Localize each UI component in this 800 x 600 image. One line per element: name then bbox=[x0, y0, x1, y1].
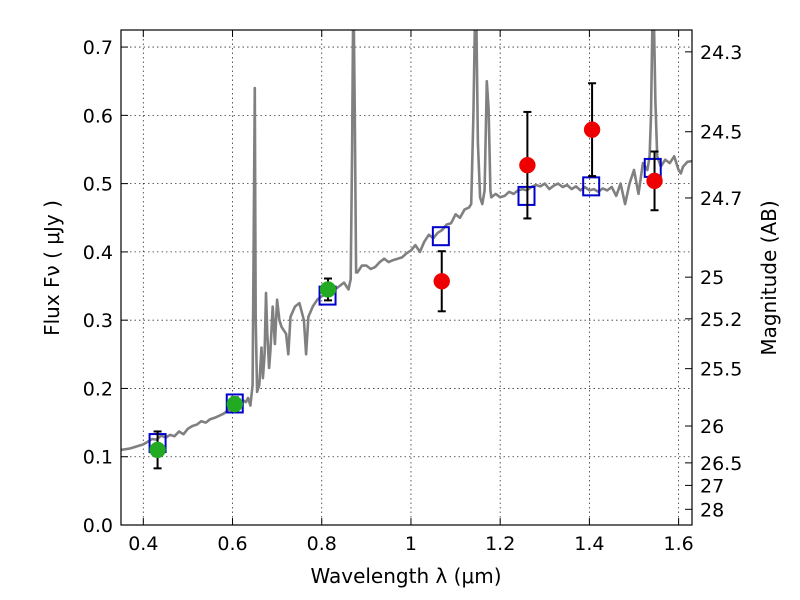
y-axis-label: Flux Fν ( μJy ) bbox=[40, 200, 64, 336]
observed-flux-point bbox=[433, 273, 450, 290]
observed-flux-point bbox=[583, 121, 601, 138]
x-tick-label: 0.8 bbox=[307, 533, 337, 555]
right-tick-label: 24.7 bbox=[700, 188, 742, 210]
model-photometry-marker bbox=[582, 176, 601, 197]
observed-flux-point bbox=[646, 172, 663, 190]
observed-flux-point bbox=[149, 441, 166, 459]
axes: 0.4 0.6 0.8 1 1.2 1.4 1.6 0.0 0.1 0.2 0.3 0.4 0.5 0.6… bbox=[83, 29, 742, 555]
y-tick-label: 0.5 bbox=[83, 174, 113, 196]
y-tick-label: 0.0 bbox=[83, 515, 113, 537]
x-tick-label: 0.4 bbox=[128, 533, 158, 555]
observed-flux-point bbox=[226, 395, 244, 413]
right-tick-label: 25 bbox=[700, 267, 724, 289]
plot-area bbox=[121, 30, 692, 470]
x-tick-label: 1.4 bbox=[574, 533, 604, 555]
spectrum-line bbox=[121, 30, 692, 452]
y-tick-label: 0.1 bbox=[83, 447, 113, 469]
x-axis-label: Wavelength λ (μm) bbox=[310, 564, 501, 588]
right-tick-label: 25.5 bbox=[700, 359, 742, 381]
x-tick-label: 0.6 bbox=[217, 533, 247, 555]
observed-flux-point bbox=[519, 156, 536, 174]
x-tick-label: 1.2 bbox=[485, 533, 515, 555]
y-tick-label: 0.7 bbox=[83, 37, 113, 59]
right-tick-label: 26 bbox=[700, 416, 724, 438]
x-tick-label: 1 bbox=[405, 533, 417, 555]
grid-lines bbox=[121, 30, 692, 526]
right-tick-label: 26.5 bbox=[700, 453, 742, 475]
right-tick-label: 24.3 bbox=[700, 42, 742, 64]
y-tick-label: 0.3 bbox=[83, 310, 113, 332]
right-tick-label: 24.5 bbox=[700, 122, 742, 144]
right-tick-label: 25.2 bbox=[700, 309, 742, 331]
right-tick-label: 27 bbox=[700, 475, 724, 497]
y-tick-label: 0.2 bbox=[83, 378, 113, 400]
observed-flux-point bbox=[319, 281, 337, 298]
x-tick-label: 1.6 bbox=[664, 533, 694, 555]
right-tick-label: 28 bbox=[700, 499, 724, 521]
y-tick-label: 0.4 bbox=[83, 242, 113, 264]
model-photometry-marker bbox=[431, 226, 450, 247]
y-tick-label: 0.6 bbox=[83, 105, 113, 127]
right-axis-label: Magnitude (AB) bbox=[757, 200, 781, 355]
